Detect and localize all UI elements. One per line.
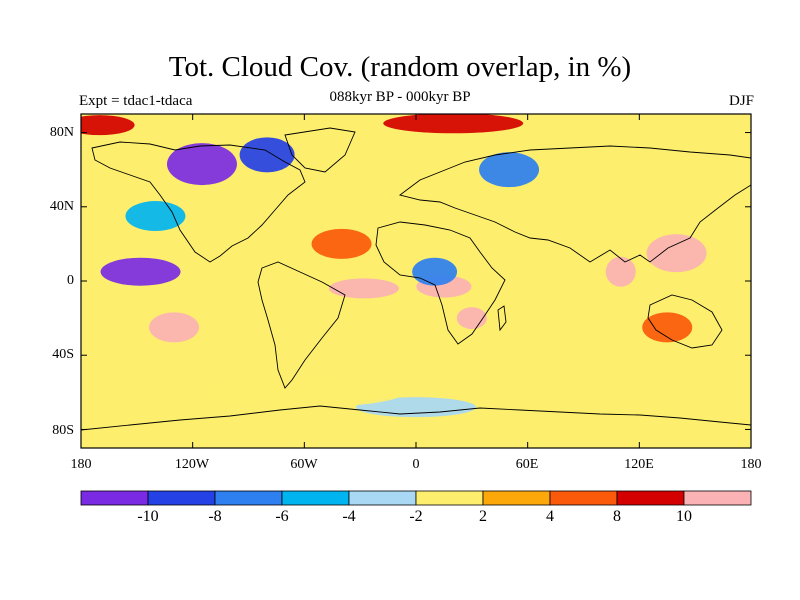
anomaly-region (81, 115, 135, 136)
season-label: DJF (728, 93, 754, 109)
labelbar-label: 8 (613, 508, 621, 525)
labelbar-label: -8 (208, 508, 222, 525)
lat-label-80s: 80S (52, 423, 74, 438)
labelbar-label: 10 (676, 508, 692, 525)
lat-label-40n: 40N (49, 199, 74, 214)
labelbar-label: 4 (546, 508, 554, 525)
anomaly-region (456, 307, 487, 330)
labelbar-box (482, 490, 551, 506)
anomaly-region (605, 256, 636, 287)
coastline-greenland (284, 127, 356, 173)
coastline-madagascar (497, 305, 507, 332)
anomaly-region (239, 137, 295, 173)
anomaly-region (383, 114, 524, 134)
labelbar-label: -4 (342, 508, 356, 525)
labelbar-box (549, 490, 618, 506)
anomaly-region (125, 201, 186, 232)
anomaly-region (311, 228, 372, 259)
labelbar-box (616, 490, 685, 506)
anomaly-region (412, 257, 458, 286)
coastline-south-america (257, 261, 346, 389)
lat-label-0: 0 (67, 273, 74, 288)
labelbar-label: -10 (137, 508, 159, 525)
experiment-label: Expt = tdac1-tdaca (79, 93, 193, 109)
labelbar-box (415, 490, 484, 506)
coastline-eurasia (398, 145, 751, 263)
anomaly-region (166, 143, 237, 186)
anomaly-region (328, 278, 399, 299)
anomaly-region (204, 377, 405, 408)
anomaly-region (642, 312, 693, 343)
axis-ticks (80, 114, 752, 448)
labelbar-box (683, 490, 752, 506)
lon-label-0: 0 (412, 457, 420, 472)
coastline-north-america (91, 141, 306, 263)
anomaly-region (149, 312, 200, 343)
labelbar (80, 490, 752, 506)
labelbar-box (214, 490, 283, 506)
anomaly-region (100, 257, 181, 286)
labelbar-box (281, 490, 350, 506)
coastlines (81, 127, 751, 431)
labelbar-box (348, 490, 417, 506)
coastline-antarctica (81, 405, 751, 431)
anomaly-region (479, 152, 540, 188)
labelbar-box (147, 490, 216, 506)
lon-label-180w: 180 (70, 457, 92, 472)
lat-label-40s: 40S (52, 347, 74, 362)
lon-label-180e: 180 (740, 457, 762, 472)
lon-label-120w: 120W (174, 457, 210, 472)
lon-label-60e: 60E (515, 457, 539, 472)
plot-title: Tot. Cloud Cov. (random overlap, in %) (168, 51, 632, 83)
labelbar-box (80, 490, 149, 506)
labelbar-label: -2 (409, 508, 423, 525)
lon-label-60w: 60W (290, 457, 318, 472)
labelbar-label: 2 (479, 508, 487, 525)
labelbar-label: -6 (275, 508, 289, 525)
lon-label-120e: 120E (624, 457, 654, 472)
time-period-label: 088kyr BP - 000kyr BP (329, 89, 471, 105)
anomaly-field (81, 114, 707, 418)
anomaly-region (646, 234, 707, 273)
coastline-africa (375, 221, 506, 345)
coastline-australia (647, 294, 723, 349)
lat-label-80n: 80N (49, 125, 74, 140)
